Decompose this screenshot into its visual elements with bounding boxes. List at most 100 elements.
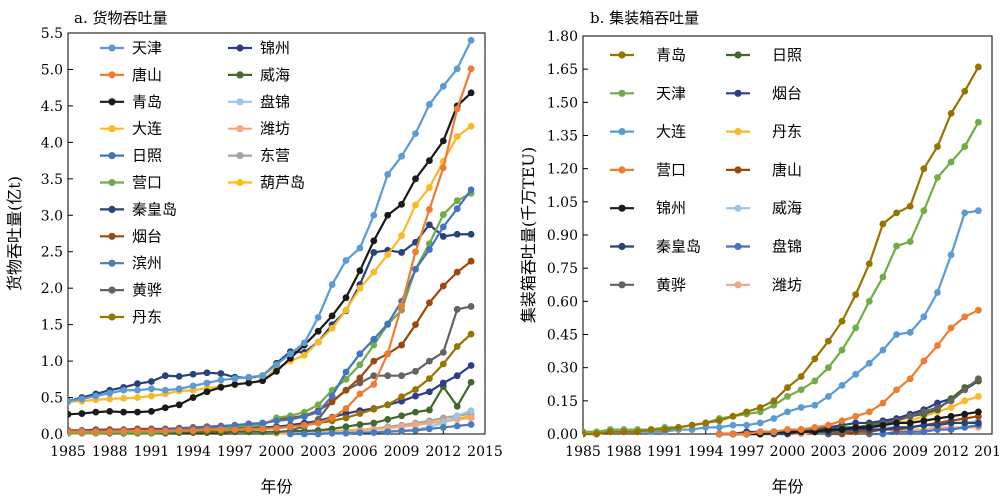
data-point [852,412,860,420]
data-point [189,382,197,390]
data-point [729,421,737,429]
data-point [148,407,155,415]
data-point [974,393,982,400]
legend-swatch-marker [108,232,116,240]
y-tick-label: 0.60 [547,294,578,310]
data-point [426,101,433,108]
data-point [453,412,461,420]
x-tick-label: 1988 [92,444,128,460]
data-point [356,390,364,398]
data-point [370,372,378,380]
data-point [974,375,982,383]
y-tick-label: 1.20 [547,162,578,178]
y-tick-label: 4.0 [41,135,63,151]
legend-label: 丹东 [132,308,162,326]
legend-label: 唐山 [132,66,162,84]
data-point [974,419,982,427]
data-point [175,426,183,434]
data-point [426,388,433,396]
legend-swatch-marker [236,125,244,133]
legend-swatch-marker [618,166,626,174]
data-point [838,381,846,389]
legend-label: 威海 [260,66,290,84]
data-point [370,237,378,245]
data-point [583,430,587,438]
data-point [811,377,819,385]
data-point [688,421,696,429]
data-point [412,392,419,400]
data-point [356,410,364,417]
data-point [412,201,419,209]
data-point [384,320,392,328]
data-point [879,273,887,281]
data-point [784,393,791,400]
data-point [467,407,475,415]
data-point [961,209,969,217]
data-point [273,424,280,432]
legend-label: 唐山 [772,161,802,179]
data-point [356,350,364,358]
legend-label: 威海 [772,199,802,217]
data-point [356,267,364,275]
data-point [453,343,461,350]
legend-entry: 盘锦 [228,93,290,111]
data-point [384,251,392,259]
series-layer [583,63,982,438]
y-tick-label: 1.35 [547,129,578,145]
data-point [439,424,447,431]
legend-swatch-marker [734,242,742,251]
data-point [370,211,378,219]
legend-swatch-marker [108,313,116,321]
data-point [328,312,336,320]
data-point [384,416,392,423]
y-tick-label: 1.65 [547,62,578,78]
data-point [68,410,72,418]
data-point [797,404,805,411]
data-point [467,65,475,73]
x-tick-label: 1994 [688,444,724,460]
legend-label: 潍坊 [772,276,802,294]
data-point [287,423,294,431]
data-point [961,419,969,427]
legend-entry: 秦皇岛 [610,238,701,256]
data-point [467,186,475,194]
x-tick-label: 2006 [342,444,378,460]
data-point [961,410,969,418]
data-point [384,350,392,358]
series-line [68,189,472,433]
data-point [287,350,294,358]
data-point [398,200,405,208]
data-point [784,384,791,391]
data-point [467,421,475,428]
data-point [134,380,141,388]
data-point [134,408,141,416]
x-tick-label: 2003 [811,444,847,460]
data-point [175,373,183,380]
x-tick-label: 2003 [300,444,336,460]
data-point [92,408,100,416]
data-point [811,423,819,431]
data-point [245,425,253,433]
data-point [852,324,860,332]
data-point [453,268,461,276]
x-tick-label: 2015 [467,444,503,460]
data-point [217,370,225,377]
data-point [134,394,141,401]
legend-swatch-marker [618,242,626,251]
data-point [947,158,955,166]
data-point [342,306,350,314]
data-point [412,265,419,273]
data-point [439,233,447,240]
data-point [426,246,433,253]
data-point [412,248,419,256]
data-point [961,87,969,95]
legend-swatch-marker [108,205,116,213]
data-point [797,386,805,394]
data-point [300,351,308,359]
data-point [439,282,447,290]
data-point [893,386,900,394]
series-滨州 [287,421,475,438]
data-point [300,421,308,429]
legend-label: 天津 [132,39,162,57]
